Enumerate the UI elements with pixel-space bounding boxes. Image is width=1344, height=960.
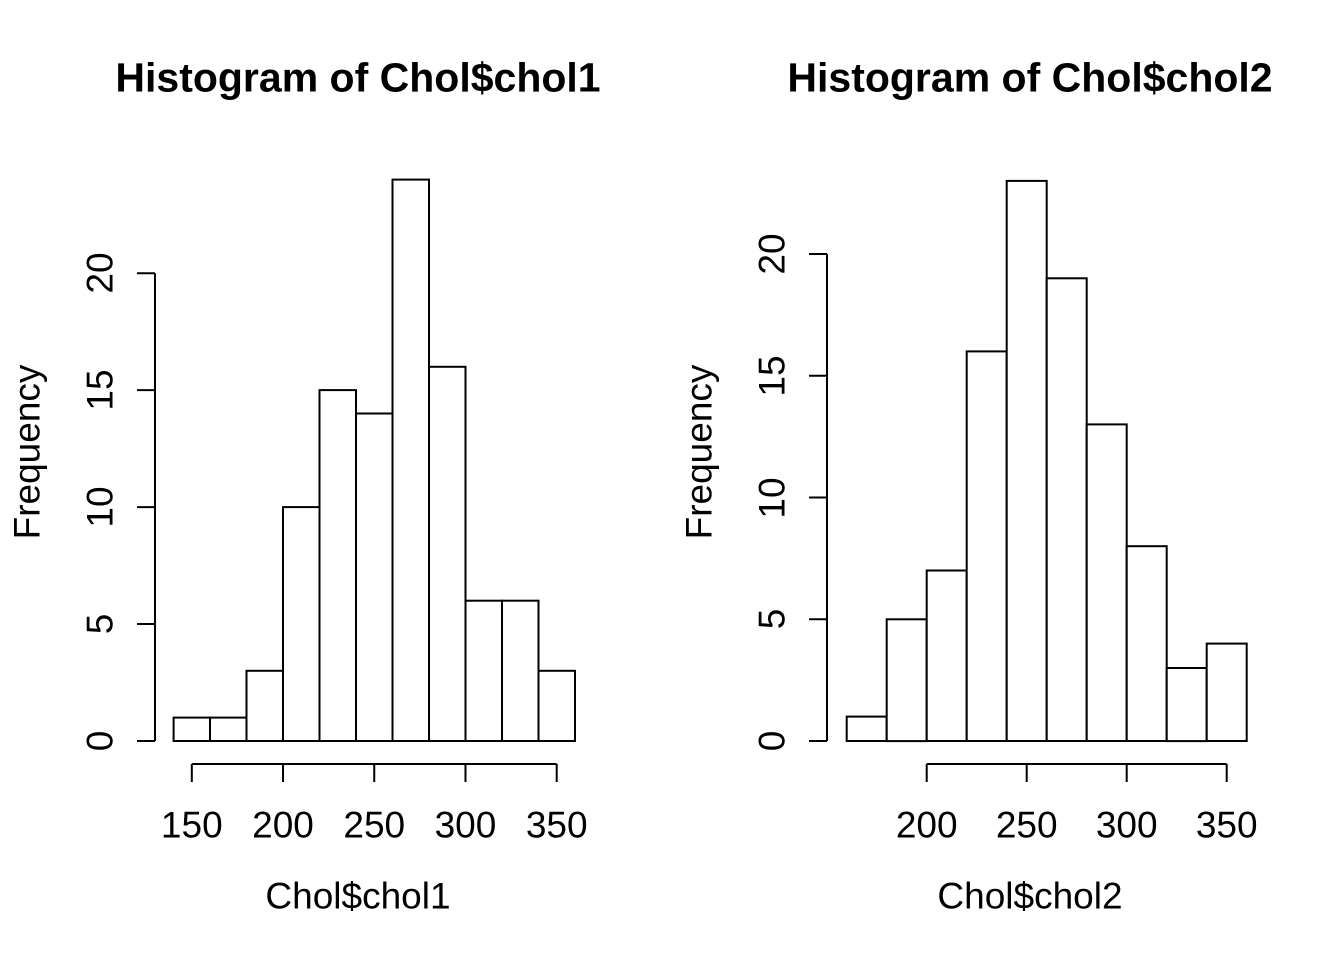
histogram-bar	[391, 178, 430, 743]
histogram-bar	[1085, 423, 1128, 742]
right-y-axis-label: Frequency	[678, 364, 720, 540]
histogram-bar	[501, 599, 540, 743]
histogram-bar	[209, 716, 248, 742]
histogram-bar	[537, 669, 576, 742]
x-tick-label: 250	[995, 804, 1058, 846]
x-tick-label: 300	[1095, 804, 1158, 846]
histogram-bar	[245, 669, 284, 742]
x-tick-label: 350	[525, 804, 588, 846]
x-tick-label: 250	[343, 804, 406, 846]
left-y-axis-label: Frequency	[6, 364, 48, 540]
y-tick-label: 0	[751, 730, 793, 752]
histogram-bar	[845, 715, 888, 742]
x-tick-label: 300	[434, 804, 497, 846]
left-histogram-title: Histogram of Chol$chol1	[115, 54, 601, 101]
histogram-bar	[355, 412, 394, 742]
histogram-bar	[172, 716, 212, 742]
y-tick-label: 5	[751, 608, 793, 630]
y-tick-label: 20	[751, 233, 793, 275]
histogram-bar	[1125, 545, 1168, 743]
histogram-bar	[428, 365, 467, 742]
x-tick-label: 200	[252, 804, 314, 846]
histogram-bar	[1165, 667, 1208, 743]
x-tick-label: 350	[1195, 804, 1258, 846]
y-tick-label: 20	[79, 252, 121, 294]
right-histogram-title: Histogram of Chol$chol2	[787, 54, 1273, 101]
left-x-axis-label: Chol$chol1	[265, 875, 451, 917]
histogram-bar	[1205, 642, 1248, 742]
y-tick-label: 15	[79, 369, 121, 411]
histogram-bar	[318, 389, 357, 742]
histogram-bar	[965, 350, 1008, 742]
histogram-bar	[925, 569, 968, 742]
histogram-bar	[1005, 179, 1048, 742]
x-tick-label: 150	[160, 804, 223, 846]
y-tick-label: 15	[751, 355, 793, 397]
histogram-bar	[464, 599, 503, 743]
y-tick-label: 10	[79, 486, 121, 528]
x-tick-label: 200	[895, 804, 958, 846]
right-x-axis-label: Chol$chol2	[937, 875, 1123, 917]
y-tick-label: 0	[79, 730, 121, 752]
histogram-bar	[282, 506, 321, 742]
histogram-bar	[885, 618, 928, 743]
y-tick-label: 10	[751, 476, 793, 519]
y-tick-label: 5	[79, 613, 121, 635]
histogram-bar	[1045, 277, 1088, 742]
